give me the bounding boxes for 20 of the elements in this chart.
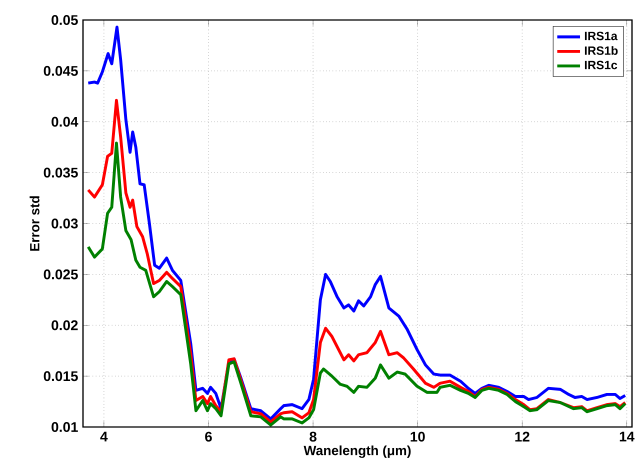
y-tick-label: 0.03 — [52, 218, 78, 228]
x-tick-label: 8 — [310, 432, 317, 442]
y-tick-label: 0.01 — [52, 422, 78, 432]
x-tick-label: 10 — [410, 432, 425, 442]
y-tick-label: 0.05 — [52, 15, 78, 25]
y-tick-label: 0.025 — [44, 269, 78, 280]
legend-label: IRS1b — [584, 46, 618, 55]
x-tick-label: 14 — [620, 432, 634, 442]
y-axis-title: Error std — [30, 196, 40, 251]
x-tick-label: 6 — [205, 432, 212, 442]
y-tick-label: 0.02 — [52, 320, 78, 330]
x-tick-label: 12 — [515, 432, 530, 442]
legend-label: IRS1a — [584, 32, 618, 40]
legend-label: IRS1c — [584, 60, 618, 70]
y-tick-label: 0.015 — [44, 371, 78, 382]
y-tick-label: 0.045 — [44, 66, 78, 76]
y-tick-label: 0.035 — [44, 168, 78, 178]
x-axis-title: Wanelength (μm) — [304, 445, 411, 458]
x-tick-label: 4 — [100, 432, 108, 442]
y-tick-label: 0.04 — [52, 116, 78, 127]
